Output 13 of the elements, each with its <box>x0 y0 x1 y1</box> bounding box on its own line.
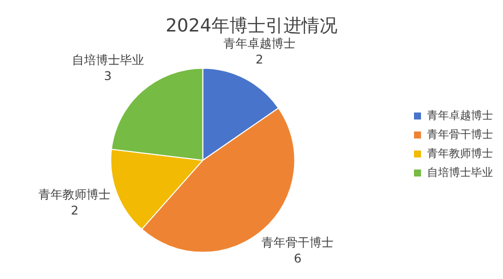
slice-label: 青年教师博士 <box>38 188 111 202</box>
data-label: 3 <box>104 69 112 84</box>
legend-label: 青年教师博士 <box>427 146 493 160</box>
legend-label: 青年卓越博士 <box>427 108 493 122</box>
chart-title: 2024年博士引进情况 <box>166 15 338 36</box>
data-label: 2 <box>256 52 264 66</box>
slice-label: 青年卓越博士 <box>223 36 296 50</box>
slice-label: 青年骨干博士 <box>262 236 334 250</box>
data-label: 2 <box>70 204 78 218</box>
legend-label: 自培博士毕业 <box>427 166 493 179</box>
data-label: 6 <box>294 252 302 266</box>
slice-label: 自培博士毕业 <box>72 53 144 68</box>
legend-label: 青年骨干博士 <box>427 128 493 141</box>
